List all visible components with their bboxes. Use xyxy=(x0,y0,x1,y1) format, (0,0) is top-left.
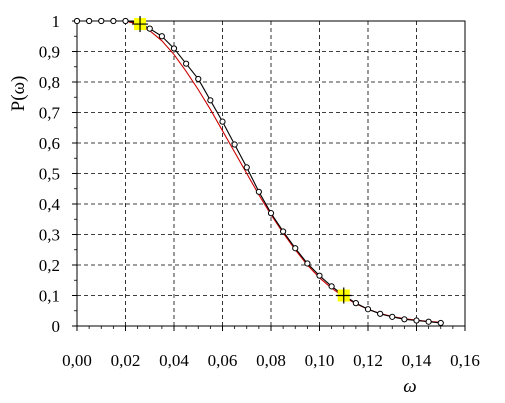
series-0-point xyxy=(122,17,129,25)
y-tick-label: 1 xyxy=(52,12,61,31)
x-axis-label: ω xyxy=(403,376,416,397)
y-tick-label: 0,6 xyxy=(39,134,60,153)
x-tick-label: 0,16 xyxy=(450,351,480,370)
series-0-point xyxy=(231,141,238,148)
x-tick-label: 0,06 xyxy=(208,351,238,370)
grid xyxy=(77,21,465,326)
y-tick-label: 0,3 xyxy=(39,226,60,245)
series-0-point xyxy=(255,188,262,195)
series-0-point xyxy=(73,17,81,25)
axis-ticks xyxy=(72,20,466,331)
series-0-point xyxy=(158,33,165,40)
series-line-0 xyxy=(77,20,441,324)
x-tick-label: 0,00 xyxy=(62,351,92,370)
y-tick-label: 0,4 xyxy=(39,195,61,214)
x-tick-label: 0,02 xyxy=(111,351,141,370)
series-0-point xyxy=(280,228,287,235)
series-0-point xyxy=(304,260,311,267)
series-0-point xyxy=(98,17,105,25)
y-tick-label: 0,2 xyxy=(39,256,60,275)
series-0-point xyxy=(170,45,178,52)
series-0-point xyxy=(389,313,396,320)
series-0-point xyxy=(267,210,275,217)
series-0-point xyxy=(86,17,93,25)
y-tick-label: 0 xyxy=(52,317,61,336)
highlight-markers xyxy=(132,16,352,304)
series-0-point xyxy=(377,310,384,317)
series-0-point xyxy=(110,17,117,25)
series-0-point xyxy=(195,75,202,83)
series-0-point xyxy=(207,97,214,104)
tick-labels: 0,00 0,02 0,04 0,06 0,08 0,10 0,12 0,14 0,16 0 0,1… xyxy=(39,12,480,370)
series-0-point xyxy=(146,25,153,32)
series-0-point xyxy=(292,245,299,252)
series-0-point xyxy=(401,316,408,323)
x-tick-label: 0,10 xyxy=(305,351,335,370)
x-tick-label: 0,12 xyxy=(353,351,383,370)
y-tick-label: 0,1 xyxy=(39,287,60,306)
y-tick-label: 0,5 xyxy=(39,165,60,184)
series-0-point xyxy=(183,60,190,67)
series-0-point xyxy=(328,283,335,290)
series-line-1 xyxy=(77,20,441,323)
series-0-point xyxy=(364,306,372,313)
y-tick-label: 0,8 xyxy=(39,73,60,92)
series-0-point xyxy=(243,164,250,171)
series-0-point xyxy=(219,118,226,125)
series-0-point xyxy=(316,272,323,279)
series-0-point xyxy=(413,317,420,324)
x-tick-label: 0,14 xyxy=(402,351,432,370)
x-tick-label: 0,04 xyxy=(159,351,189,370)
series-0-point xyxy=(437,319,444,327)
x-tick-label: 0,08 xyxy=(256,351,286,370)
series-0-point xyxy=(352,300,359,307)
y-axis-label: P(ω) xyxy=(8,76,29,112)
y-tick-label: 0,7 xyxy=(39,104,61,123)
y-tick-label: 0,9 xyxy=(39,43,60,62)
series-0-point xyxy=(425,318,432,325)
series-group xyxy=(73,17,444,327)
